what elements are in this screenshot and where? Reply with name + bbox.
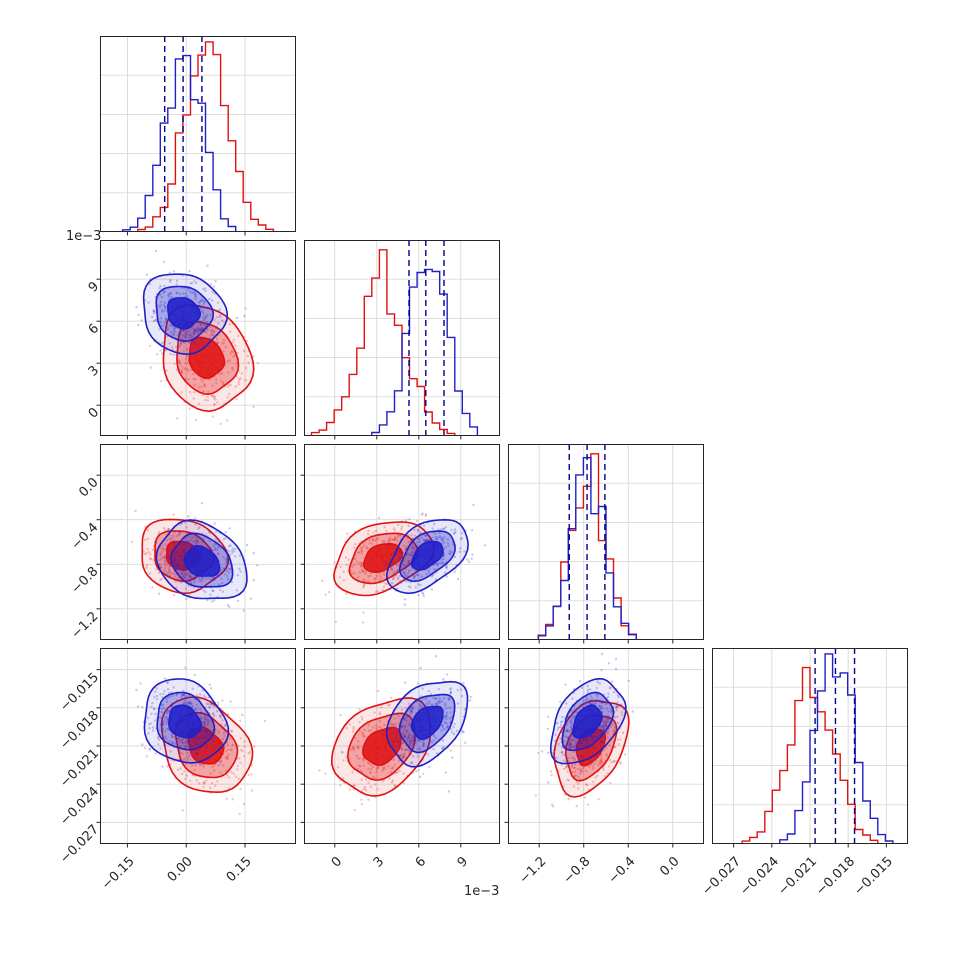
x-axis-offset-label: 1e−3 bbox=[464, 884, 500, 899]
x-tick-label-col0-1-text: 0.00 bbox=[165, 854, 197, 886]
y-tick-label-row2-0-text: −1.2 bbox=[68, 608, 102, 642]
panel-canvas bbox=[504, 648, 704, 848]
x-tick-label-col3-2-text: −0.021 bbox=[775, 854, 820, 899]
panel-canvas bbox=[300, 444, 500, 644]
x-tick-label-col1-3-text: 9 bbox=[454, 854, 471, 871]
subplot-2d-r2c1 bbox=[300, 444, 500, 644]
x-tick-label-col0-2-text: 0.15 bbox=[223, 854, 255, 886]
subplot-hist-param-1 bbox=[100, 36, 296, 236]
x-tick-label-col3-1-text: −0.024 bbox=[737, 854, 782, 899]
panel-canvas bbox=[712, 648, 908, 848]
y-tick-label-row2-1-text: −0.8 bbox=[68, 564, 102, 598]
subplot-2d-r2c0 bbox=[96, 444, 296, 644]
subplot-hist-param-3 bbox=[508, 444, 704, 644]
subplot-2d-r3c1 bbox=[300, 648, 500, 848]
subplot-2d-r3c2 bbox=[504, 648, 704, 848]
panel-canvas bbox=[96, 444, 296, 644]
x-tick-label-col1-1-text: 3 bbox=[370, 854, 387, 871]
panel-canvas bbox=[300, 648, 500, 848]
subplot-hist-param-4 bbox=[712, 648, 908, 848]
y-tick-label-row2-2-text: −0.4 bbox=[68, 519, 102, 553]
x-tick-label-col2-0-text: −1.2 bbox=[516, 854, 550, 888]
panel-canvas bbox=[100, 36, 296, 236]
y-tick-label-row3-0-text: −0.027 bbox=[57, 822, 102, 868]
y-tick-label-row2-3-text: 0.0 bbox=[76, 475, 102, 501]
panel-canvas bbox=[96, 240, 296, 440]
panel-canvas bbox=[304, 240, 500, 440]
x-tick-label-col2-3-text: 0.0 bbox=[657, 854, 683, 880]
y-tick-label-row1-2-text: 6 bbox=[85, 321, 102, 338]
panel-canvas bbox=[508, 444, 704, 644]
subplot-2d-r1c0 bbox=[96, 240, 296, 440]
x-tick-label-col3-4-text: −0.015 bbox=[851, 854, 897, 899]
x-tick-label-col1-2-text: 6 bbox=[412, 854, 429, 871]
subplot-hist-param-2 bbox=[304, 240, 500, 440]
x-tick-label-col3-0-text: −0.027 bbox=[698, 854, 744, 899]
x-tick-label-col2-2-text: −0.4 bbox=[605, 854, 639, 888]
x-tick-label-col1-0-text: 0 bbox=[328, 854, 345, 871]
y-tick-label-row3-4-text: −0.015 bbox=[57, 669, 102, 715]
y-tick-label-row1-3-text: 9 bbox=[85, 279, 102, 296]
x-tick-label-col0-0-text: −0.15 bbox=[98, 854, 138, 893]
x-tick-label-col3-3-text: −0.018 bbox=[813, 854, 859, 899]
y-tick-label-row3-1-text: −0.024 bbox=[57, 784, 102, 829]
subplot-2d-r3c0 bbox=[96, 648, 296, 848]
panel-canvas bbox=[96, 648, 296, 848]
y-tick-label-row3-2-text: −0.021 bbox=[57, 746, 102, 791]
y-tick-label-row3-3-text: −0.018 bbox=[57, 707, 102, 753]
y-tick-label-row1-1-text: 3 bbox=[85, 363, 102, 380]
y-axis-offset-label: 1e−3 bbox=[66, 229, 102, 244]
y-tick-label-row1-0-text: 0 bbox=[85, 405, 102, 422]
x-tick-label-col2-1-text: −0.8 bbox=[560, 854, 594, 888]
